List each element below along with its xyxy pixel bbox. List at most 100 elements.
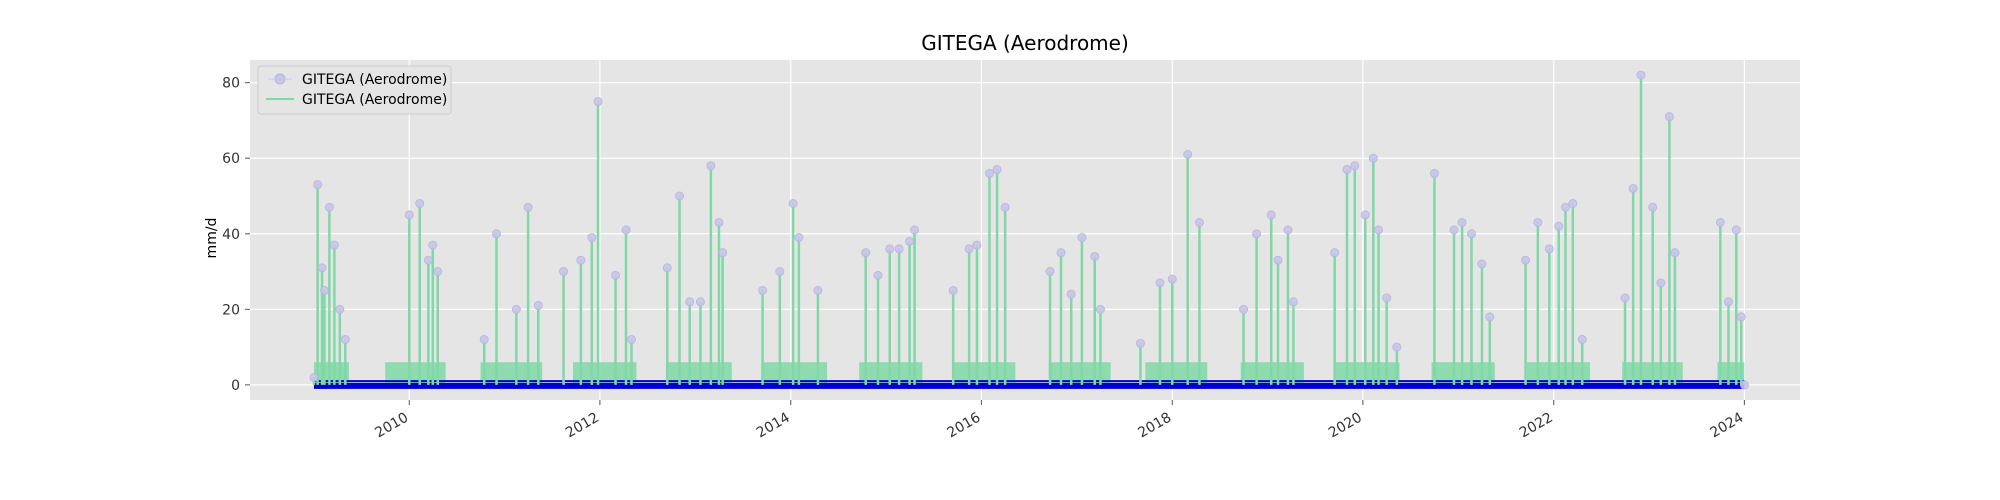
series-marker-point bbox=[1000, 202, 1010, 212]
series-marker-point bbox=[1066, 289, 1076, 299]
series-marker-point bbox=[714, 217, 724, 227]
legend: GITEGA (Aerodrome) GITEGA (Aerodrome) bbox=[257, 65, 452, 115]
wet-season-band bbox=[1717, 362, 1745, 385]
x-tick-label: 2014 bbox=[754, 410, 793, 442]
series-marker-point bbox=[813, 285, 823, 295]
series-marker-point bbox=[511, 304, 521, 314]
series-marker-point bbox=[1739, 380, 1749, 390]
series-marker-point bbox=[718, 248, 728, 258]
x-tick-label: 2022 bbox=[1517, 410, 1556, 442]
series-marker-point bbox=[794, 233, 804, 243]
x-tick-label: 2010 bbox=[372, 410, 411, 442]
series-marker-point bbox=[1135, 338, 1145, 348]
series-marker-point bbox=[1628, 183, 1638, 193]
series-marker-point bbox=[894, 244, 904, 254]
series-marker-point bbox=[428, 240, 438, 250]
baseline-points bbox=[313, 382, 1745, 389]
series-marker-point bbox=[1382, 293, 1392, 303]
y-axis: 0 20 40 60 80 bbox=[222, 76, 250, 394]
series-marker-point bbox=[324, 202, 334, 212]
series-marker-point bbox=[1670, 248, 1680, 258]
series-marker-point bbox=[685, 297, 695, 307]
series-marker-point bbox=[788, 199, 798, 209]
series-marker-point bbox=[533, 301, 543, 311]
series-marker-point bbox=[593, 97, 603, 107]
series-marker-point bbox=[1090, 251, 1100, 261]
series-marker-point bbox=[1266, 210, 1276, 220]
series-marker-point bbox=[1056, 248, 1066, 258]
series-marker-point bbox=[1283, 225, 1293, 235]
x-tick-label: 2012 bbox=[563, 410, 602, 442]
series-marker-point bbox=[662, 263, 672, 273]
series-marker-point bbox=[1731, 225, 1741, 235]
y-tick-label: 40 bbox=[222, 227, 240, 243]
series-marker-point bbox=[1568, 199, 1578, 209]
series-marker-point bbox=[335, 304, 345, 314]
series-marker-point bbox=[317, 263, 327, 273]
series-marker-point bbox=[1467, 229, 1477, 239]
series-marker-point bbox=[1167, 274, 1177, 284]
series-marker-point bbox=[1457, 217, 1467, 227]
series-marker-point bbox=[885, 244, 895, 254]
series-marker-point bbox=[1636, 70, 1646, 80]
series-marker-point bbox=[1239, 304, 1249, 314]
series-marker-point bbox=[1577, 335, 1587, 345]
series-marker-point bbox=[1374, 225, 1384, 235]
x-tick-label: 2024 bbox=[1708, 410, 1747, 442]
series-marker-point bbox=[491, 229, 501, 239]
series-layer bbox=[309, 70, 1749, 390]
series-marker-point bbox=[873, 270, 883, 280]
series-marker-point bbox=[340, 335, 350, 345]
series-marker-point bbox=[964, 244, 974, 254]
series-marker-point bbox=[1620, 293, 1630, 303]
series-marker-point bbox=[1045, 267, 1055, 277]
series-marker-point bbox=[611, 270, 621, 280]
series-marker-point bbox=[972, 240, 982, 250]
series-marker-point bbox=[576, 255, 586, 265]
series-marker-point bbox=[1155, 278, 1165, 288]
series-marker-point bbox=[775, 267, 785, 277]
series-marker-point bbox=[621, 225, 631, 235]
series-marker-point bbox=[1392, 342, 1402, 352]
series-marker-point bbox=[1368, 153, 1378, 163]
series-marker-point bbox=[1095, 304, 1105, 314]
series-marker-point bbox=[1330, 248, 1340, 258]
series-marker-point bbox=[1656, 278, 1666, 288]
series-marker-point bbox=[1194, 217, 1204, 227]
series-marker-point bbox=[329, 240, 339, 250]
chart-title: GITEGA (Aerodrome) bbox=[921, 31, 1129, 55]
series-marker-point bbox=[1736, 312, 1746, 322]
series-marker-point bbox=[1477, 259, 1487, 269]
series-marker-point bbox=[1715, 217, 1725, 227]
series-marker-point bbox=[758, 285, 768, 295]
series-marker-point bbox=[675, 191, 685, 201]
series-marker-point bbox=[992, 165, 1002, 175]
chart-background bbox=[250, 60, 1800, 400]
wet-season-band bbox=[573, 362, 637, 385]
series-marker-point bbox=[1521, 255, 1531, 265]
series-marker-point bbox=[1544, 244, 1554, 254]
wet-season-band bbox=[1335, 362, 1400, 385]
series-marker-point bbox=[1561, 202, 1571, 212]
y-tick-label: 80 bbox=[222, 76, 240, 92]
series-marker-point bbox=[861, 248, 871, 258]
series-marker-point bbox=[423, 255, 433, 265]
y-tick-label: 0 bbox=[231, 378, 240, 394]
series-marker-point bbox=[1360, 210, 1370, 220]
series-marker-point bbox=[948, 285, 958, 295]
series-marker-point bbox=[1273, 255, 1283, 265]
series-marker-point bbox=[1664, 112, 1674, 122]
legend-label-markers: GITEGA (Aerodrome) bbox=[302, 72, 447, 88]
series-marker-point bbox=[404, 210, 414, 220]
y-axis-label: mm/d bbox=[204, 218, 220, 259]
x-tick-label: 2016 bbox=[945, 410, 984, 442]
grid bbox=[250, 60, 1800, 400]
series-marker-point bbox=[523, 202, 533, 212]
series-marker-point bbox=[1449, 225, 1459, 235]
series-marker-point bbox=[319, 285, 329, 295]
y-tick-label: 60 bbox=[222, 151, 240, 167]
series-marker-point bbox=[1183, 149, 1193, 159]
series-marker-point bbox=[1533, 217, 1543, 227]
x-tick-label: 2020 bbox=[1326, 410, 1365, 442]
